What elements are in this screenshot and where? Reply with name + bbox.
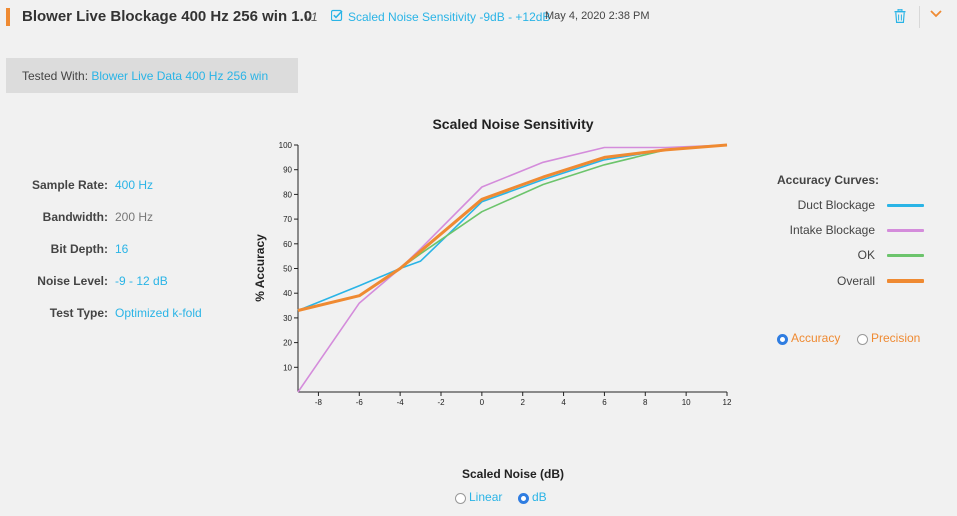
series-line-ok [297, 144, 728, 312]
x-tick-label: 8 [643, 398, 648, 407]
legend-label: Duct Blockage [797, 198, 875, 212]
legend-title: Accuracy Curves: [777, 173, 880, 187]
x-tick-label: 4 [561, 398, 566, 407]
y-tick-label: 60 [283, 240, 292, 249]
legend-swatch [887, 254, 924, 257]
y-axis-label: % Accuracy [253, 234, 267, 302]
property-label: Test Type: [49, 306, 108, 320]
property-value: 200 Hz [115, 210, 154, 224]
x-tick-label: -6 [356, 398, 364, 407]
y-tick-label: 80 [283, 190, 292, 199]
legend-label: Overall [836, 274, 875, 288]
y-tick-label: 50 [283, 265, 292, 274]
timestamp: May 4, 2020 2:38 PM [545, 10, 650, 22]
x-axis-label: Scaled Noise (dB) [462, 467, 564, 481]
x-tick-label: 12 [723, 398, 732, 407]
x-tick-label: -4 [397, 398, 405, 407]
tested-with-link[interactable]: Blower Live Data 400 Hz 256 win [91, 69, 269, 83]
property-row-test-type: Test Type: Optimized k-fold [0, 306, 260, 322]
property-value: 16 [115, 242, 129, 256]
chart-axes: 10 20 30 40 50 60 70 80 90 100 -8 -6 -4 -2 0 2 4 6 8 10 12 [279, 141, 732, 407]
y-tick-label: 90 [283, 166, 292, 175]
property-label: Noise Level: [37, 274, 108, 288]
accuracy-radio-label[interactable]: Accuracy [791, 331, 841, 345]
property-row-sample-rate: Sample Rate: 400 Hz [0, 178, 260, 194]
y-tick-label: 20 [283, 339, 292, 348]
x-tick-label: 2 [520, 398, 525, 407]
report-title: Blower Live Blockage 400 Hz 256 win 1.0 [22, 8, 313, 25]
version-label: v1 [305, 10, 318, 24]
legend-swatch [887, 204, 924, 207]
accent-bar [6, 8, 10, 26]
header-divider [919, 6, 920, 28]
chevron-down-icon[interactable] [930, 9, 942, 19]
analysis-link[interactable]: Scaled Noise Sensitivity -9dB - +12dB [348, 10, 551, 24]
db-radio[interactable] [518, 493, 529, 504]
y-tick-label: 70 [283, 215, 292, 224]
tested-with-row: Tested With: Blower Live Data 400 Hz 256… [22, 69, 268, 83]
y-tick-label: 40 [283, 289, 292, 298]
series-line-overall [297, 143, 728, 312]
y-tick-label: 30 [283, 314, 292, 323]
property-label: Bit Depth: [50, 242, 108, 256]
precision-radio-label[interactable]: Precision [871, 331, 921, 345]
legend-label: Intake Blockage [789, 223, 875, 237]
legend-item-ok: OK [760, 248, 930, 264]
linear-radio[interactable] [455, 493, 466, 504]
accuracy-radio[interactable] [777, 334, 788, 345]
report-header: Blower Live Blockage 400 Hz 256 win 1.0 … [0, 0, 957, 34]
x-tick-label: -2 [437, 398, 445, 407]
legend-label: OK [857, 248, 875, 262]
property-value: Optimized k-fold [115, 306, 202, 320]
legend-item-overall: Overall [760, 274, 930, 290]
db-radio-label[interactable]: dB [532, 490, 547, 504]
x-tick-label: 6 [602, 398, 607, 407]
legend-item-duct-blockage: Duct Blockage [760, 198, 930, 214]
property-label: Sample Rate: [31, 178, 108, 192]
legend-item-intake-blockage: Intake Blockage [760, 223, 930, 239]
check-square-icon [331, 9, 343, 21]
legend-swatch [887, 229, 924, 232]
y-tick-label: 100 [279, 141, 293, 150]
chart-series [297, 143, 728, 393]
chart-title: Scaled Noise Sensitivity [432, 116, 593, 132]
property-row-bit-depth: Bit Depth: 16 [0, 242, 260, 258]
trash-icon[interactable] [894, 9, 906, 23]
tested-with-label: Tested With: [22, 69, 89, 83]
x-tick-label: -8 [315, 398, 323, 407]
property-value: -9 - 12 dB [115, 274, 168, 288]
property-value: 400 Hz [115, 178, 154, 192]
tested-with-box: Tested With: Blower Live Data 400 Hz 256… [6, 58, 298, 93]
property-label: Bandwidth: [42, 210, 108, 224]
x-tick-label: 10 [682, 398, 691, 407]
x-tick-label: 0 [480, 398, 485, 407]
property-row-noise-level: Noise Level: -9 - 12 dB [0, 274, 260, 290]
linear-radio-label[interactable]: Linear [469, 490, 503, 504]
legend-swatch [887, 279, 924, 283]
property-row-bandwidth: Bandwidth: 200 Hz [0, 210, 260, 226]
precision-radio[interactable] [857, 334, 868, 345]
series-line-intake-blockage [297, 144, 728, 393]
series-line-duct-blockage [297, 144, 728, 312]
y-tick-label: 10 [283, 363, 292, 372]
